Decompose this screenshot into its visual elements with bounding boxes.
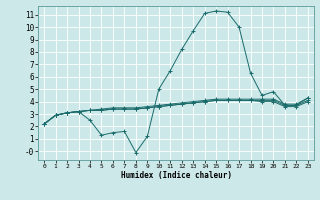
X-axis label: Humidex (Indice chaleur): Humidex (Indice chaleur) [121, 171, 231, 180]
